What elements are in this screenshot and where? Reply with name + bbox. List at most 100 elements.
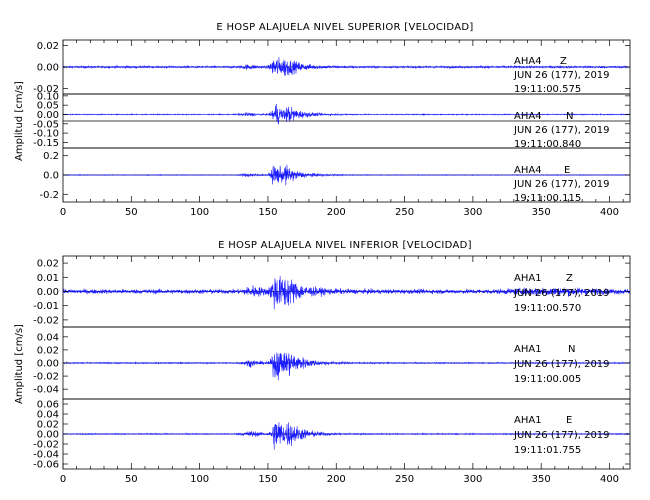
x-tick-label: 400 — [600, 207, 619, 218]
y-tick-label: 0.04 — [37, 410, 59, 421]
seismic-trace — [62, 422, 631, 450]
y-tick-label: -0.04 — [33, 450, 59, 461]
annotation-time: 19:11:01.755 — [514, 445, 581, 456]
y-tick-label: 0.0 — [43, 171, 59, 182]
panel-aha4-n: 0.100.050.00-0.05-0.10-0.15 AHA4 N JUN 2… — [33, 91, 631, 150]
annotation-date: JUN 26 (177), 2019 — [513, 288, 610, 299]
panel-aha4-z: 0.020.00-0.02 AHA4 Z JUN 26 (177), 2019 … — [33, 39, 631, 95]
x-axis: 0 50 100 150 200 250 300 350 400 — [60, 40, 624, 218]
annotation-station: AHA4 — [514, 56, 542, 67]
y-tick-label: 0.00 — [37, 110, 59, 121]
annotation-component: E — [566, 415, 572, 426]
y-tick-label: 0.02 — [37, 259, 59, 270]
y-axis-label: Amplitud [cm/s] — [14, 81, 25, 161]
x-tick-label: 0 — [60, 207, 66, 218]
x-tick-label: 50 — [125, 207, 138, 218]
x-tick-label: 0 — [60, 474, 66, 485]
chart-title: E HOSP ALAJUELA NIVEL SUPERIOR [VELOCIDA… — [216, 22, 473, 33]
seismic-trace — [62, 57, 631, 76]
annotation-time: 19:11:00.575 — [514, 84, 581, 95]
annotation-time: 19:11:00.115 — [514, 193, 581, 204]
x-tick-label: 300 — [463, 207, 482, 218]
y-ticks: 0.100.050.00-0.05-0.10-0.15 — [33, 91, 630, 149]
x-tick-label: 200 — [327, 207, 346, 218]
annotation-date: JUN 26 (177), 2019 — [513, 70, 610, 81]
y-tick-label: -0.02 — [33, 372, 59, 383]
y-tick-label: -0.02 — [33, 84, 59, 95]
panel-aha4-e: 0.2 0.0 -0.2 AHA4 E JUN 26 (177), 2019 19:… — [39, 147, 631, 204]
y-ticks: 0.04 0.02 0.00 -0.02 -0.04 — [33, 332, 630, 396]
annotation-date: JUN 26 (177), 2019 — [513, 125, 610, 136]
trace-group — [62, 422, 631, 450]
y-tick-label: 0.05 — [37, 101, 59, 112]
y-tick-label: 0.00 — [37, 430, 59, 441]
chart-title: E HOSP ALAJUELA NIVEL INFERIOR [VELOCIDA… — [218, 240, 472, 251]
annotation-time: 19:11:00.570 — [514, 303, 581, 314]
y-tick-label: -0.06 — [33, 460, 59, 471]
annotation-date: JUN 26 (177), 2019 — [513, 179, 610, 190]
x-tick-label: 400 — [600, 474, 619, 485]
y-tick-label: -0.04 — [33, 385, 59, 396]
chart-superior: E HOSP ALAJUELA NIVEL SUPERIOR [VELOCIDA… — [14, 22, 631, 218]
y-tick-label: 0.02 — [37, 420, 59, 431]
y-axis-label: Amplitud [cm/s] — [14, 324, 25, 404]
annotation-station: AHA4 — [514, 165, 542, 176]
y-tick-label: 0.06 — [37, 400, 59, 411]
y-tick-label: -0.01 — [33, 301, 59, 312]
x-tick-label: 350 — [532, 474, 551, 485]
y-tick-label: -0.2 — [39, 190, 59, 201]
y-ticks: 0.060.040.020.00-0.02-0.04-0.06 — [33, 400, 630, 471]
trace-group — [62, 352, 631, 381]
annotation-station: AHA4 — [514, 111, 542, 122]
seismic-trace — [62, 104, 631, 125]
x-tick-label: 100 — [190, 207, 209, 218]
x-tick-label: 300 — [463, 474, 482, 485]
x-tick-label: 150 — [258, 207, 277, 218]
annotation-time: 19:11:00.005 — [514, 374, 581, 385]
annotation-date: JUN 26 (177), 2019 — [513, 359, 610, 370]
y-tick-label: 0.00 — [37, 287, 59, 298]
annotation-component: E — [564, 165, 570, 176]
trace-group — [62, 276, 631, 310]
y-tick-label: 0.2 — [43, 151, 59, 162]
chart-inferior: E HOSP ALAJUELA NIVEL INFERIOR [VELOCIDA… — [14, 240, 631, 485]
y-tick-label: 0.01 — [37, 273, 59, 284]
y-tick-label: 0.00 — [37, 359, 59, 370]
annotation-station: AHA1 — [514, 344, 542, 355]
annotation-station: AHA1 — [514, 415, 542, 426]
y-tick-label: -0.05 — [33, 119, 59, 130]
y-tick-label: -0.15 — [33, 138, 59, 149]
y-tick-label: 0.02 — [37, 345, 59, 356]
y-ticks: 0.2 0.0 -0.2 — [39, 151, 630, 201]
y-tick-label: -0.10 — [33, 129, 59, 140]
x-tick-label: 350 — [532, 207, 551, 218]
y-ticks: 0.02 0.01 0.00 -0.01 -0.02 — [33, 259, 630, 326]
annotation-component: N — [568, 344, 575, 355]
y-tick-label: -0.02 — [33, 315, 59, 326]
annotation-component: Z — [560, 56, 567, 67]
trace-group — [62, 164, 631, 186]
x-tick-label: 200 — [327, 474, 346, 485]
panel-aha1-e: 0.060.040.020.00-0.02-0.04-0.06 AHA1 E J… — [33, 398, 631, 471]
annotation-date: JUN 26 (177), 2019 — [513, 430, 610, 441]
y-tick-label: 0.02 — [37, 41, 59, 52]
y-tick-label: 0.10 — [37, 91, 59, 102]
y-ticks: 0.02 0.00 -0.02 — [33, 41, 630, 95]
seismic-trace — [62, 276, 631, 310]
annotation-station: AHA1 — [514, 273, 542, 284]
y-tick-label: -0.02 — [33, 440, 59, 451]
x-tick-label: 150 — [258, 474, 277, 485]
x-axis: 0 50 100 150 200 250 300 350 400 — [60, 256, 624, 485]
trace-group — [62, 104, 631, 125]
seismic-trace — [62, 164, 631, 186]
seismic-trace — [62, 352, 631, 381]
y-tick-label: 0.00 — [37, 63, 59, 74]
y-tick-label: 0.04 — [37, 332, 59, 343]
trace-group — [62, 57, 631, 76]
panel-aha1-z: 0.02 0.01 0.00 -0.01 -0.02 AHA1 Z JUN 26 (17… — [33, 255, 631, 328]
panel-aha1-n: 0.04 0.02 0.00 -0.02 -0.04 AHA1 N JUN 26 (17… — [33, 326, 631, 400]
x-tick-label: 250 — [395, 474, 414, 485]
x-tick-label: 100 — [190, 474, 209, 485]
annotation-component: N — [566, 111, 573, 122]
